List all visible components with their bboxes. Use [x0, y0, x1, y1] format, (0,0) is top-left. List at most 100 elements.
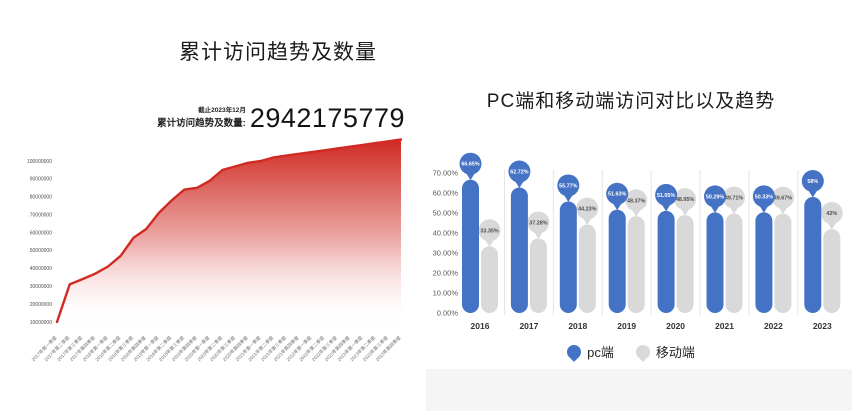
mobile-pin-icon [632, 341, 653, 362]
balloon-tip [582, 217, 592, 226]
percent-axis-label: 40.00% [433, 229, 459, 238]
balloon-value-label: 49.67% [774, 196, 792, 202]
y-axis-tick-label: 10000000 [30, 320, 52, 326]
percent-axis-label: 30.00% [433, 249, 459, 258]
cumulative-line [55, 138, 403, 324]
balloon-mobile-2021 [723, 186, 745, 209]
balloon-tip [661, 204, 671, 212]
bar-pc-2019 [608, 209, 626, 313]
balloon-pc-2020 [655, 183, 678, 206]
year-label: 2019 [617, 321, 636, 331]
balloon-pc-2023 [801, 170, 824, 192]
balloon-mobile-2022 [771, 186, 794, 209]
cumulative-area-chart: 10000000 20000000 30000000 40000000 50000000… [27, 138, 403, 363]
y-axis-tick-label: 50000000 [30, 248, 52, 254]
bar-pc-2018 [559, 201, 577, 313]
bar-mobile-2020 [676, 215, 694, 313]
balloon-mobile-2023 [820, 202, 843, 224]
bar-pc-2017 [510, 187, 528, 313]
year-label: 2017 [519, 321, 538, 331]
percent-axis-label: 10.00% [433, 289, 459, 298]
legend-item-mobile: 移动端 [632, 341, 695, 362]
balloon-tip [759, 205, 769, 213]
bar-mobile-2023 [823, 229, 841, 313]
y-axis-tick-label: 30000000 [30, 284, 52, 290]
balloon-value-label: 44.23% [578, 207, 596, 213]
balloon-value-label: 33.35% [480, 228, 498, 234]
balloon-value-label: 42% [826, 211, 837, 217]
balloon-tip [485, 239, 494, 247]
balloon-value-label: 48.37% [627, 198, 645, 204]
balloon-pc-2021 [704, 185, 726, 208]
bar-pc-2023 [804, 197, 822, 313]
balloon-mobile-2016 [478, 219, 501, 242]
annotation-label: 累计访问趋势及数量: [157, 118, 246, 129]
bar-pc-2022 [755, 212, 773, 313]
legend-label-mobile: 移动端 [655, 345, 695, 360]
balloon-tip [729, 206, 739, 215]
cumulative-total-annotation: 截止2023年12月 累计访问趋势及数量: 2942175779 [157, 104, 405, 132]
balloon-pc-2017 [508, 160, 531, 183]
year-label: 2018 [568, 321, 587, 331]
bar-mobile-2021 [725, 213, 743, 313]
balloon-mobile-2020 [674, 188, 697, 211]
balloon-value-label: 55.77% [559, 183, 577, 189]
percent-axis-label: 20.00% [433, 269, 459, 278]
balloon-mobile-2019 [625, 189, 648, 212]
percent-axis-label: 70.00% [433, 169, 459, 178]
annotation-date-note: 截止2023年12月 [198, 107, 246, 114]
balloon-tip [710, 205, 720, 213]
balloon-value-label: 50.29% [706, 194, 724, 200]
balloon-value-label: 62.72% [510, 170, 528, 176]
balloon-tip [778, 206, 788, 215]
percent-axis-label: 0.00% [437, 309, 459, 318]
bar-pc-2016 [462, 179, 479, 313]
y-axis-tick-label: 100000000 [27, 159, 52, 165]
percent-axis-label: 60.00% [433, 189, 459, 198]
balloon-value-label: 37.28% [529, 220, 547, 226]
balloon-tip [631, 209, 641, 217]
balloon-tip [612, 202, 622, 211]
pc-pin-icon [564, 341, 585, 362]
bar-mobile-2019 [627, 216, 645, 313]
year-label: 2021 [715, 321, 734, 331]
balloon-tip [827, 222, 837, 230]
balloon-value-label: 58% [807, 179, 818, 185]
balloon-tip [680, 208, 690, 216]
bar-pc-2021 [706, 212, 724, 313]
balloon-tip [563, 194, 573, 202]
bar-mobile-2017 [529, 238, 547, 313]
balloon-pc-2016 [459, 152, 482, 175]
balloon-mobile-2018 [576, 197, 599, 220]
bar-mobile-2018 [578, 224, 596, 313]
balloon-pc-2018 [557, 174, 580, 197]
balloon-value-label: 50.33% [755, 194, 773, 200]
page-background-strip [426, 369, 852, 411]
balloon-pc-2019 [606, 182, 629, 205]
balloon-tip [533, 231, 543, 239]
y-axis-tick-label: 70000000 [30, 212, 52, 218]
balloon-value-label: 51.05% [657, 193, 675, 199]
y-axis-tick-label: 60000000 [30, 230, 52, 236]
balloon-value-label: 48.95% [676, 197, 694, 203]
legend-label-pc: pc端 [587, 345, 614, 360]
bar-mobile-2022 [774, 213, 792, 313]
y-axis-tick-label: 80000000 [30, 195, 52, 201]
balloon-pc-2022 [752, 185, 775, 208]
cumulative-total-value: 2942175779 [249, 103, 405, 133]
cumulative-area-fill [57, 139, 401, 328]
percent-axis-label: 50.00% [433, 209, 459, 218]
y-axis-tick-label: 90000000 [30, 177, 52, 183]
cumulative-chart-title: 累计访问趋势及数量 [179, 41, 377, 64]
y-axis-tick-label: 20000000 [30, 302, 52, 308]
pc-mobile-chart-title: PC端和移动端访问对比以及趋势 [486, 91, 776, 112]
y-axis-tick-label: 40000000 [30, 266, 52, 272]
bar-mobile-2016 [481, 246, 498, 313]
legend-item-pc: pc端 [564, 341, 614, 362]
year-label: 2016 [471, 321, 490, 331]
balloon-tip [514, 180, 524, 189]
balloon-tip [466, 172, 475, 181]
year-label: 2020 [666, 321, 685, 331]
pc-mobile-bar-chart: 0.00% 10.00% 20.00% 30.00% 40.00% 50.00% 60.00… [433, 152, 843, 331]
